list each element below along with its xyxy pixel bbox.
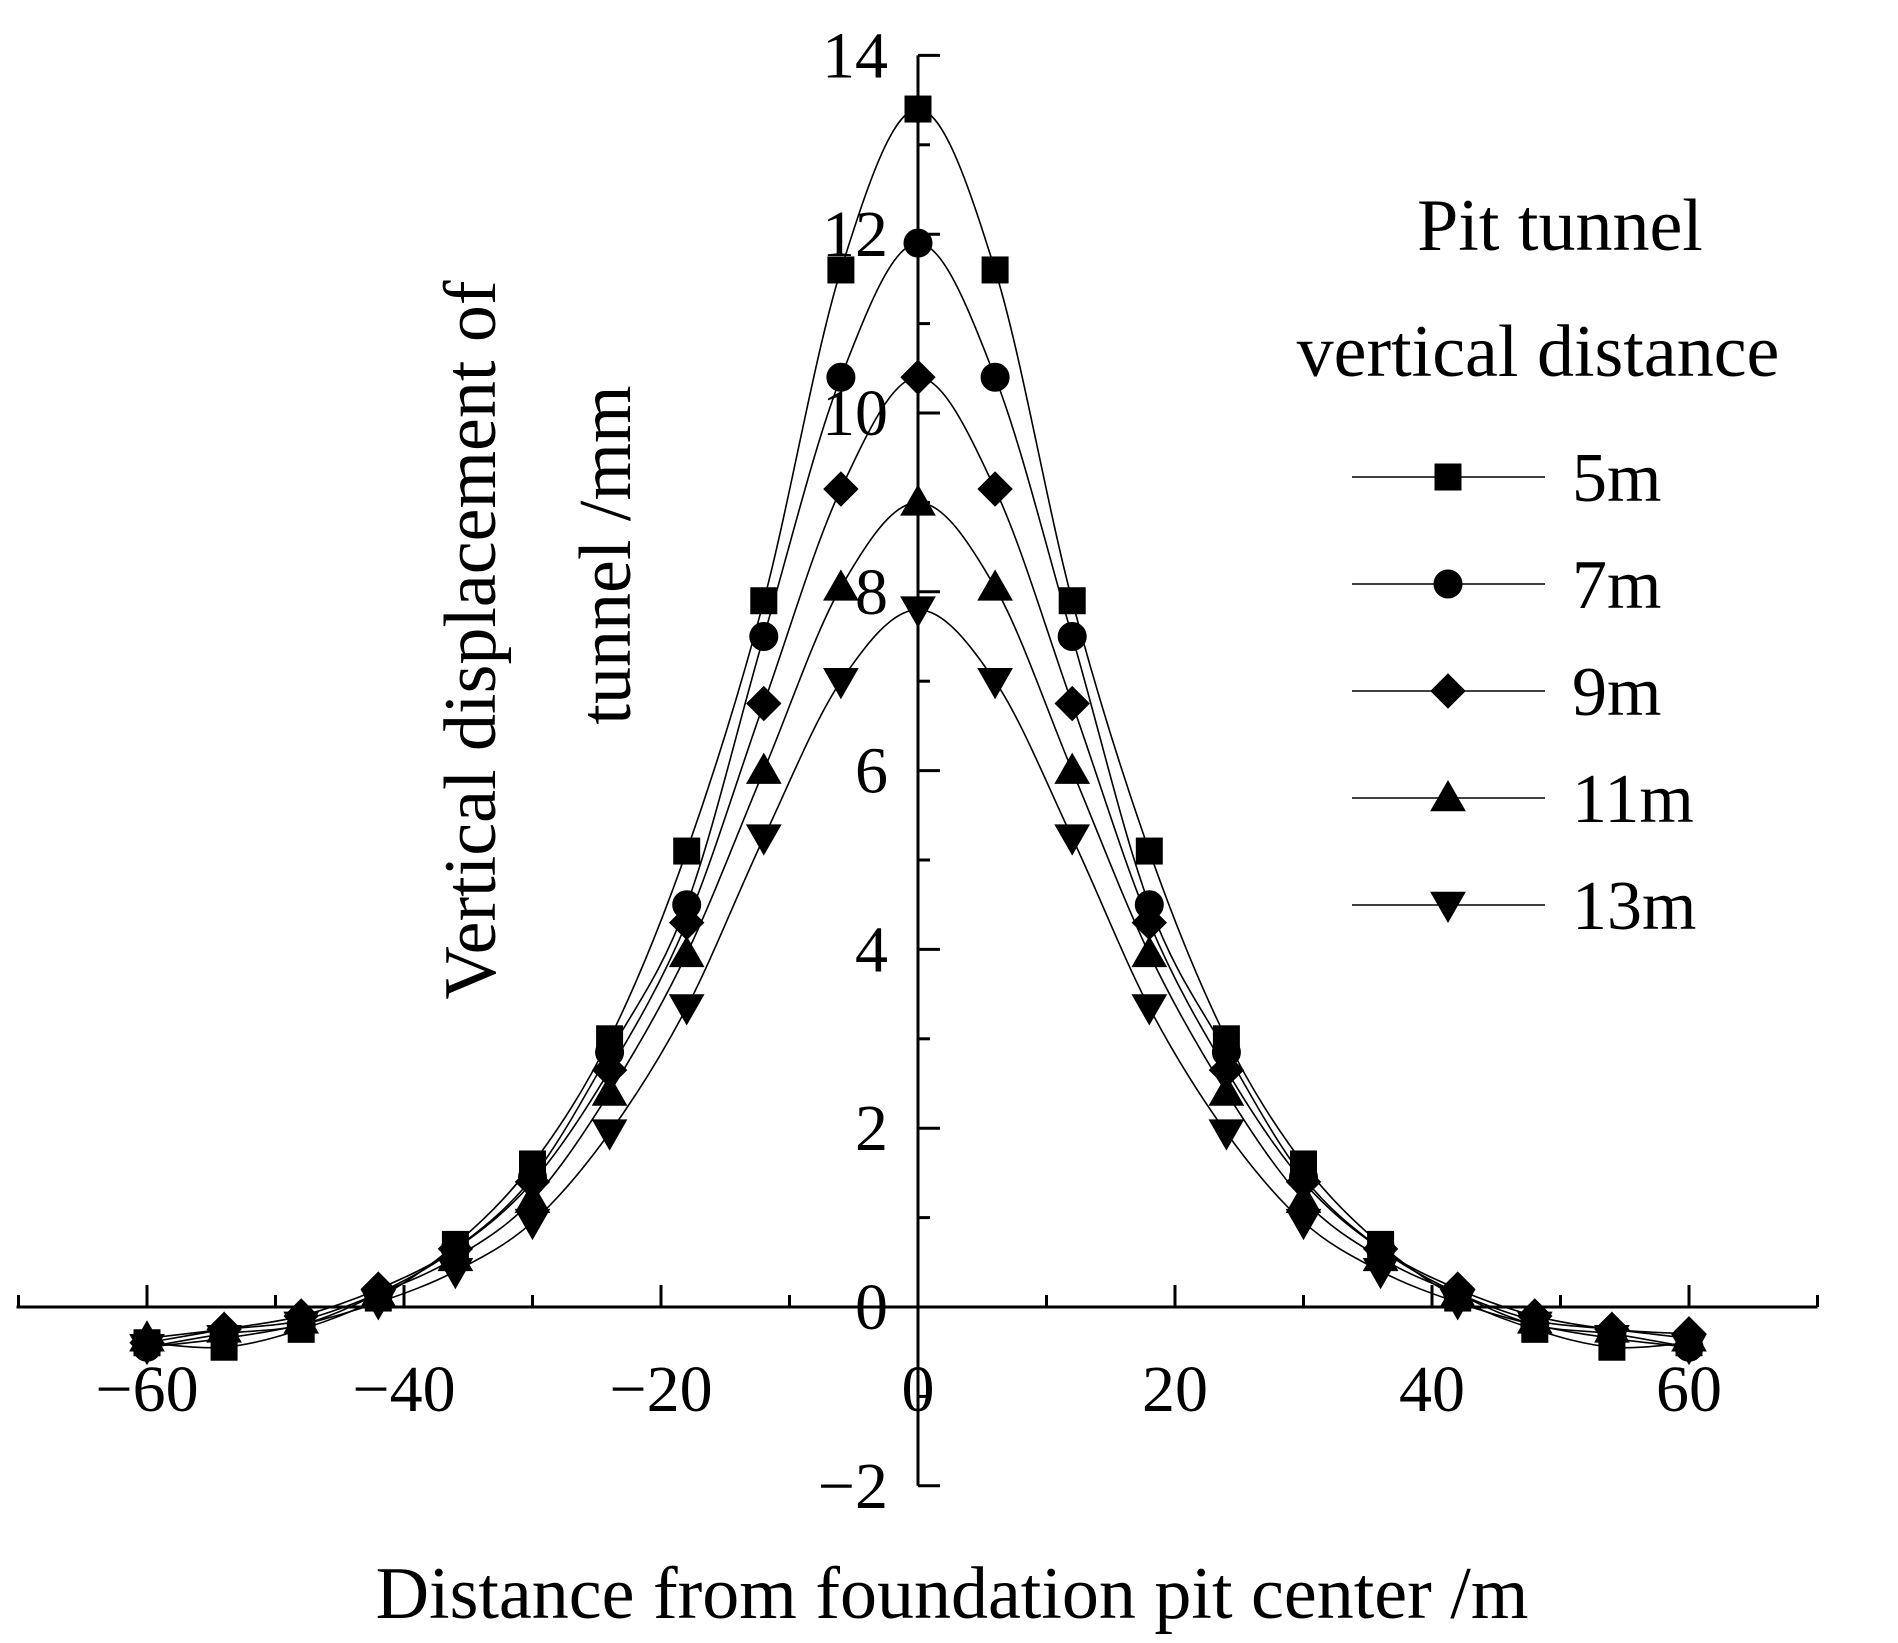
series-13m-point [283, 1311, 320, 1343]
series-11m-point [900, 484, 936, 516]
series-13m-point [1362, 1257, 1399, 1290]
series-13m-point [1208, 1119, 1245, 1151]
legend-label-5m: 5m [1572, 440, 1661, 517]
x-tick-label: 40 [1399, 1353, 1465, 1426]
legend: 5m 7m 9m 11m 13m [1352, 440, 1696, 945]
x-axis-title: Distance from foundation pit center /m [376, 1553, 1529, 1635]
series-5m-point [827, 256, 855, 284]
x-tick-label: 20 [1142, 1353, 1208, 1426]
legend-marker-13m [1430, 891, 1466, 924]
y-axis-title-line2: tunnel /mm [565, 385, 647, 724]
series-9m-point [823, 471, 859, 507]
series-11m-point [591, 1074, 628, 1106]
series-13m-point [1671, 1333, 1707, 1366]
series-9m-point [900, 359, 936, 395]
series-9m-point [1054, 685, 1090, 722]
y-tick-label: −2 [818, 1450, 888, 1523]
series-13m-point [668, 994, 705, 1026]
legend-title-line2: vertical distance [1297, 311, 1780, 393]
series-13m-point [900, 596, 936, 628]
series-5m-point [750, 587, 778, 615]
series-9m-point [977, 471, 1013, 507]
series-7m-point [980, 362, 1010, 392]
legend-title-line1: Pit tunnel [1417, 185, 1703, 267]
y-tick-label: 4 [855, 913, 888, 986]
legend-label-7m: 7m [1572, 547, 1661, 624]
y-tick-label: 6 [855, 735, 888, 808]
series-11m-point [1054, 752, 1091, 784]
series-13m-point [514, 1208, 551, 1241]
legend-marker-9m [1430, 673, 1466, 709]
series-9m-point [746, 685, 782, 722]
y-tick-label: 8 [855, 556, 888, 629]
series-5m-point [673, 837, 701, 865]
series-13m-point [1054, 824, 1091, 856]
series-11m-point [668, 935, 705, 968]
series-5m-point [1135, 837, 1163, 865]
legend-marker-5m [1434, 463, 1462, 491]
series-11m-point [823, 569, 859, 601]
legend-label-9m: 9m [1572, 654, 1661, 731]
series-13m-point [437, 1257, 474, 1290]
series-13m-point [1594, 1325, 1630, 1357]
legend-marker-7m [1433, 569, 1463, 599]
series-13m-point [1285, 1208, 1322, 1241]
series-13m-point [206, 1325, 242, 1357]
series-11m-point [1131, 935, 1168, 968]
series-5m-point [904, 95, 932, 123]
series-13m-point [1516, 1311, 1553, 1343]
legend-label-11m: 11m [1572, 761, 1694, 838]
series-7m-point [1057, 622, 1087, 651]
series-13m-point [823, 667, 859, 700]
series-11m-point [977, 569, 1013, 601]
series-7m-point [903, 228, 933, 258]
markers-group [129, 95, 1707, 1366]
series-13m-point [745, 824, 782, 856]
x-tick-label: −20 [609, 1353, 712, 1426]
legend-label-13m: 13m [1572, 868, 1696, 945]
series-7m-point [749, 622, 779, 651]
x-tick-label: −40 [352, 1353, 455, 1426]
series-11m-point [745, 752, 782, 784]
series-13m-point [360, 1289, 397, 1321]
series-5m-point [1058, 587, 1086, 615]
series-13m-point [129, 1333, 165, 1366]
series-5m-point [981, 256, 1009, 284]
series-13m-point [591, 1119, 628, 1151]
y-tick-label: 0 [855, 1271, 888, 1344]
series-13m-point [1131, 994, 1168, 1026]
series-13m-point [1439, 1289, 1476, 1321]
series-7m-point [826, 362, 856, 392]
y-tick-label: 14 [822, 19, 888, 92]
legend-marker-11m [1430, 779, 1466, 812]
y-tick-label: 2 [855, 1092, 888, 1165]
y-axis-title-line1: Vertical displacement of [430, 280, 512, 1000]
series-13m-point [977, 667, 1013, 700]
series-11m-point [1208, 1074, 1245, 1106]
x-tick-label: 0 [902, 1353, 935, 1426]
